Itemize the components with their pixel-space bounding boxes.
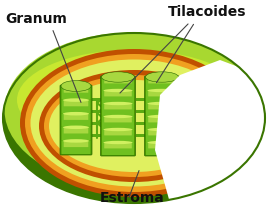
- Ellipse shape: [44, 75, 224, 177]
- Ellipse shape: [63, 85, 89, 88]
- FancyBboxPatch shape: [64, 127, 88, 133]
- FancyBboxPatch shape: [102, 129, 134, 142]
- Ellipse shape: [39, 70, 229, 182]
- Ellipse shape: [147, 141, 177, 144]
- FancyBboxPatch shape: [188, 85, 220, 155]
- Ellipse shape: [147, 128, 177, 131]
- FancyBboxPatch shape: [64, 86, 88, 93]
- Ellipse shape: [4, 32, 260, 187]
- FancyBboxPatch shape: [148, 142, 176, 149]
- Ellipse shape: [103, 115, 132, 118]
- FancyBboxPatch shape: [60, 85, 92, 155]
- FancyBboxPatch shape: [64, 113, 88, 120]
- Ellipse shape: [147, 76, 177, 79]
- FancyBboxPatch shape: [102, 77, 134, 90]
- FancyBboxPatch shape: [146, 142, 178, 155]
- Ellipse shape: [103, 128, 132, 131]
- Ellipse shape: [49, 80, 219, 172]
- FancyBboxPatch shape: [104, 77, 132, 83]
- FancyBboxPatch shape: [104, 90, 132, 96]
- Bar: [136, 134, 154, 137]
- FancyBboxPatch shape: [104, 116, 132, 122]
- Bar: [180, 134, 198, 137]
- FancyBboxPatch shape: [64, 100, 88, 106]
- Ellipse shape: [103, 76, 132, 79]
- Text: Granum: Granum: [5, 12, 67, 26]
- Ellipse shape: [191, 112, 217, 115]
- Bar: [136, 98, 154, 101]
- FancyBboxPatch shape: [102, 90, 134, 103]
- FancyBboxPatch shape: [192, 113, 216, 120]
- FancyBboxPatch shape: [61, 86, 91, 100]
- Ellipse shape: [63, 139, 89, 143]
- Ellipse shape: [3, 33, 265, 203]
- FancyBboxPatch shape: [100, 76, 135, 156]
- FancyBboxPatch shape: [146, 77, 178, 90]
- Ellipse shape: [147, 89, 177, 92]
- Text: Tilacoides: Tilacoides: [168, 5, 247, 19]
- Ellipse shape: [189, 81, 219, 91]
- FancyBboxPatch shape: [148, 116, 176, 122]
- FancyBboxPatch shape: [104, 142, 132, 149]
- FancyBboxPatch shape: [102, 116, 134, 129]
- FancyBboxPatch shape: [61, 113, 91, 127]
- Ellipse shape: [191, 98, 217, 102]
- Ellipse shape: [191, 126, 217, 129]
- FancyBboxPatch shape: [148, 90, 176, 96]
- Ellipse shape: [147, 115, 177, 118]
- Ellipse shape: [63, 98, 89, 102]
- Bar: [92, 110, 110, 113]
- FancyBboxPatch shape: [189, 86, 218, 100]
- Ellipse shape: [191, 85, 217, 88]
- Ellipse shape: [103, 141, 132, 144]
- FancyBboxPatch shape: [64, 141, 88, 147]
- FancyBboxPatch shape: [146, 90, 178, 103]
- FancyBboxPatch shape: [104, 103, 132, 109]
- FancyBboxPatch shape: [192, 100, 216, 106]
- Ellipse shape: [147, 102, 177, 105]
- FancyBboxPatch shape: [146, 103, 178, 116]
- FancyBboxPatch shape: [189, 113, 218, 127]
- FancyBboxPatch shape: [104, 129, 132, 135]
- Bar: [92, 122, 110, 125]
- Ellipse shape: [191, 139, 217, 143]
- Text: Estroma: Estroma: [100, 191, 165, 205]
- FancyBboxPatch shape: [148, 129, 176, 135]
- Bar: [136, 110, 154, 113]
- Ellipse shape: [103, 89, 132, 92]
- Bar: [92, 98, 110, 101]
- FancyBboxPatch shape: [146, 116, 178, 129]
- Bar: [180, 122, 198, 125]
- Ellipse shape: [63, 126, 89, 129]
- FancyBboxPatch shape: [192, 127, 216, 133]
- Bar: [180, 110, 198, 113]
- Ellipse shape: [102, 72, 135, 82]
- FancyBboxPatch shape: [189, 100, 218, 113]
- Ellipse shape: [63, 112, 89, 115]
- Ellipse shape: [17, 50, 247, 150]
- Polygon shape: [155, 0, 273, 221]
- FancyBboxPatch shape: [192, 141, 216, 147]
- Ellipse shape: [25, 54, 243, 192]
- FancyBboxPatch shape: [61, 140, 91, 154]
- FancyBboxPatch shape: [144, 76, 180, 156]
- FancyBboxPatch shape: [189, 127, 218, 140]
- FancyBboxPatch shape: [148, 77, 176, 83]
- FancyBboxPatch shape: [102, 103, 134, 116]
- FancyBboxPatch shape: [148, 103, 176, 109]
- FancyBboxPatch shape: [61, 100, 91, 113]
- FancyBboxPatch shape: [192, 86, 216, 93]
- FancyBboxPatch shape: [146, 129, 178, 142]
- Ellipse shape: [103, 102, 132, 105]
- Ellipse shape: [61, 81, 91, 91]
- Bar: [180, 98, 198, 101]
- Ellipse shape: [31, 59, 238, 187]
- FancyBboxPatch shape: [61, 127, 91, 140]
- FancyBboxPatch shape: [189, 140, 218, 154]
- Bar: [92, 134, 110, 137]
- Ellipse shape: [146, 72, 179, 82]
- Bar: [136, 122, 154, 125]
- Ellipse shape: [20, 49, 248, 197]
- FancyBboxPatch shape: [102, 142, 134, 155]
